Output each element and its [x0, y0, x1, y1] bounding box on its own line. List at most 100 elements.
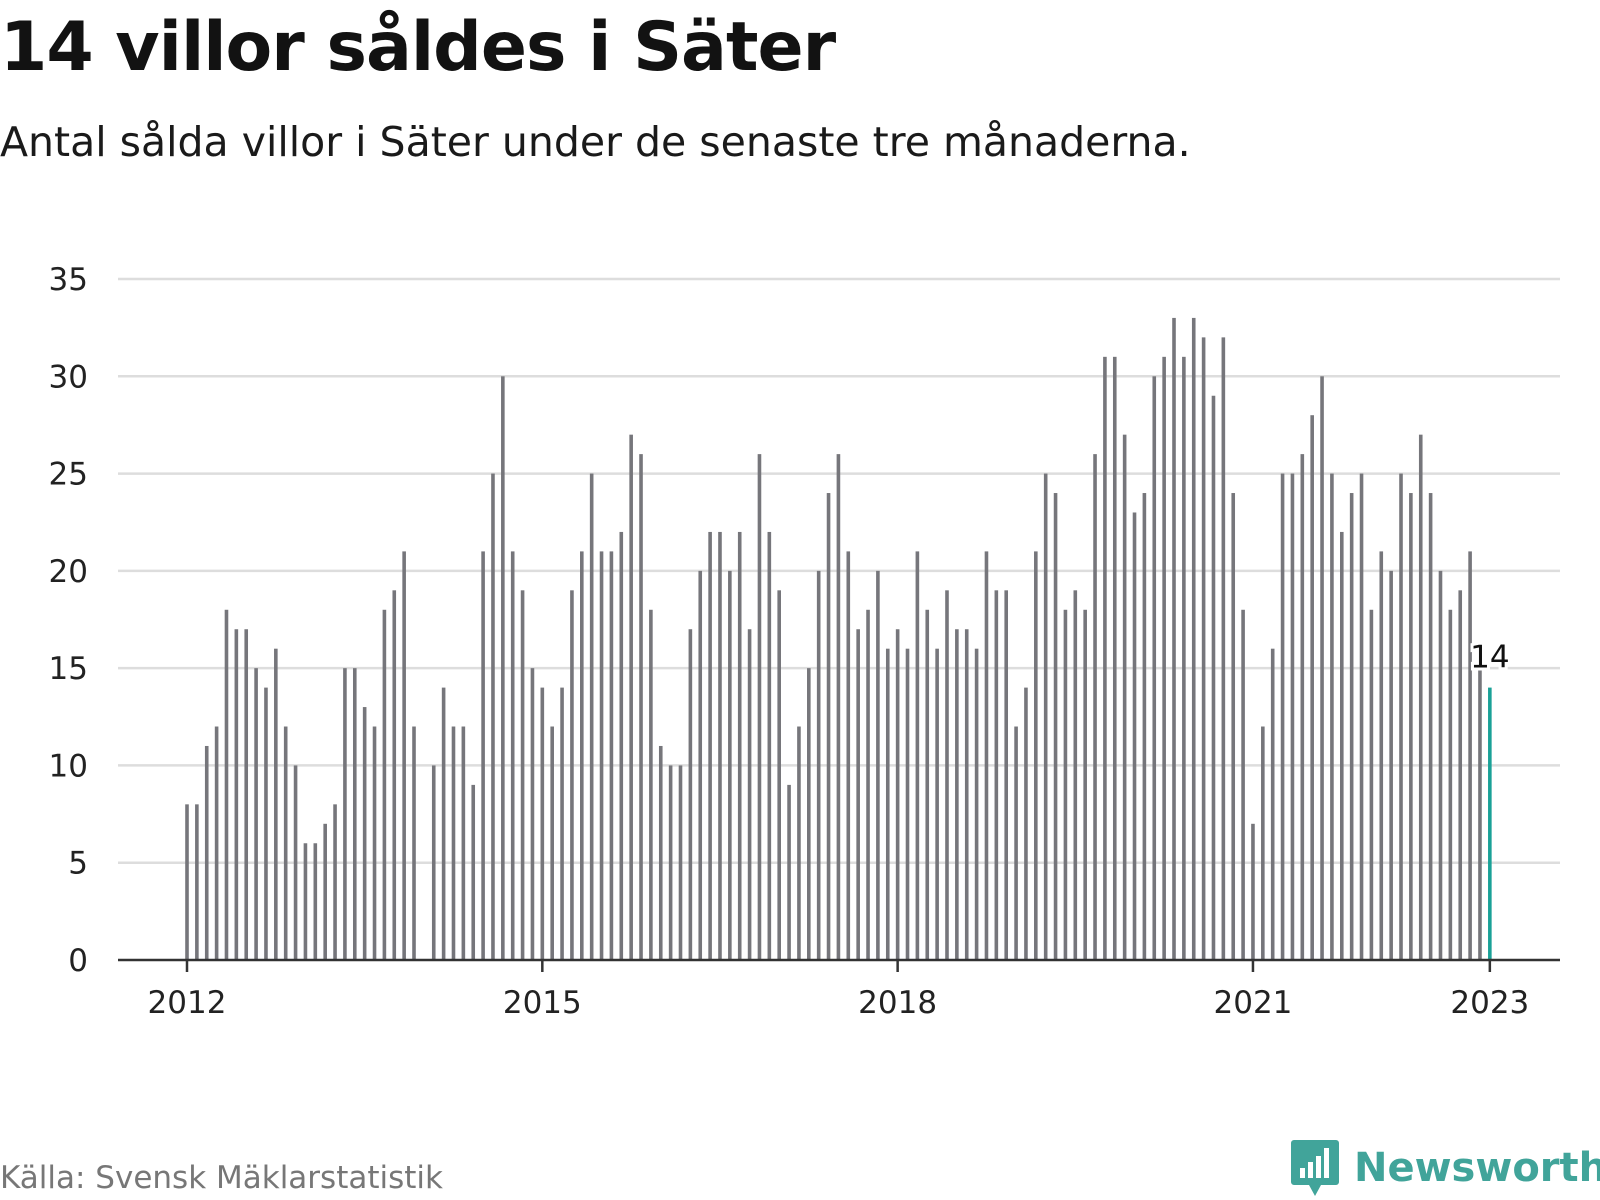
bar [303, 843, 308, 960]
bar [777, 590, 781, 960]
bar [846, 551, 851, 960]
bar [994, 590, 999, 960]
bar [412, 726, 416, 960]
x-tick-label: 2015 [503, 985, 582, 1021]
bar [214, 726, 219, 960]
x-tick-label: 2018 [858, 985, 937, 1021]
bar [1024, 687, 1028, 960]
bar [1448, 609, 1453, 960]
bar [629, 434, 633, 961]
bar [649, 609, 653, 960]
bar [264, 687, 268, 960]
bar [244, 629, 249, 960]
bar [1063, 609, 1068, 960]
bar [1231, 493, 1236, 960]
bar [1014, 726, 1018, 960]
bar [471, 784, 476, 960]
bar [520, 590, 525, 960]
y-tick-label: 15 [49, 651, 88, 687]
bar [382, 609, 387, 960]
bar [274, 648, 278, 960]
bar [955, 629, 959, 960]
bar [1034, 551, 1038, 960]
bar [185, 804, 189, 960]
bar [1132, 512, 1137, 960]
bar [876, 570, 880, 960]
bar [1320, 376, 1324, 960]
bar [964, 629, 969, 960]
y-tick-label: 0 [68, 943, 88, 979]
bar [1053, 493, 1058, 960]
bar [1369, 609, 1374, 960]
bar [639, 454, 643, 960]
bar [530, 668, 535, 960]
bar [491, 473, 495, 960]
bar [580, 551, 584, 960]
bar [747, 629, 752, 960]
bar [787, 784, 791, 960]
bar [1122, 434, 1127, 961]
bar [1458, 590, 1463, 960]
bar [1221, 337, 1226, 960]
bar [540, 687, 545, 960]
bar [1043, 473, 1048, 960]
bar [885, 648, 890, 960]
bar [807, 668, 811, 960]
bar [1280, 473, 1285, 960]
bar [925, 609, 930, 960]
y-tick-label: 35 [49, 262, 88, 298]
bar [1152, 376, 1157, 960]
bar [816, 570, 821, 960]
bar [234, 629, 239, 960]
bar [589, 473, 594, 960]
bar [935, 648, 939, 960]
bar [1172, 317, 1176, 960]
bar [1438, 570, 1443, 960]
brand-name: Newsworthy [1354, 1145, 1600, 1191]
bar [431, 765, 436, 960]
bar [501, 376, 505, 960]
bar [1083, 609, 1087, 960]
source-note: Källa: Svensk Mäklarstatistik [0, 1160, 443, 1196]
bar-chart-speech-bubble-icon [1291, 1140, 1339, 1196]
bar [1182, 356, 1186, 960]
chart-title: 14 villor såldes i Säter [0, 8, 836, 87]
bar [728, 570, 732, 960]
bar [1261, 726, 1265, 960]
y-tick-label: 30 [49, 359, 88, 395]
bar [609, 551, 614, 960]
newsworthy-logo[interactable]: Newsworthy [1290, 1138, 1600, 1198]
bar [402, 551, 406, 960]
bar [757, 454, 762, 960]
bar [737, 531, 742, 960]
bar [204, 745, 209, 960]
highlight-value-label: 14 [1470, 640, 1509, 676]
bar [1330, 473, 1334, 960]
bar [510, 551, 515, 960]
bar [451, 726, 456, 960]
y-tick-label: 10 [49, 748, 88, 784]
bar [362, 707, 367, 960]
bar [1162, 356, 1166, 960]
bar [1418, 434, 1423, 961]
bar [1409, 493, 1413, 960]
bar [1251, 823, 1255, 960]
bar [254, 668, 258, 960]
bar [352, 668, 357, 960]
bar [856, 629, 860, 960]
bar [767, 531, 772, 960]
bar [619, 531, 624, 960]
bar [441, 687, 446, 960]
bar [1300, 454, 1305, 960]
bar [392, 590, 397, 960]
bar [1093, 454, 1097, 960]
bar [333, 804, 337, 960]
x-tick-label: 2023 [1450, 985, 1529, 1021]
bar [1241, 609, 1245, 960]
bar [283, 726, 288, 960]
bar [1201, 337, 1206, 960]
bar [678, 765, 683, 960]
bar-chart: 2012 2015 2018 2021 2023 0 5 10 15 20 25 30 35 14 [49, 262, 1560, 1021]
bar [708, 531, 712, 960]
bar [1478, 668, 1482, 960]
